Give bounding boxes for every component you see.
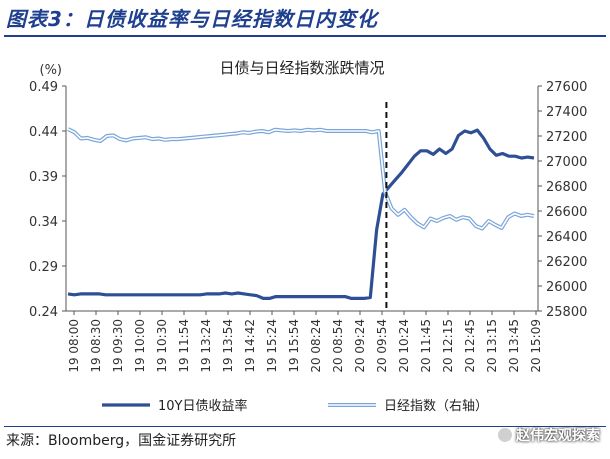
x-tick-label: 20 09:54 — [375, 319, 389, 373]
y-left-tick-label: 0.49 — [29, 80, 58, 95]
y-left-tick-label: 0.34 — [29, 215, 58, 230]
x-tick-label: 20 15:09 — [529, 319, 543, 373]
x-tick-label: 20 08:24 — [309, 319, 323, 373]
x-tick-label: 19 15:54 — [287, 319, 301, 373]
y-right-tick-label: 25800 — [546, 305, 587, 320]
x-tick-label: 19 10:00 — [133, 319, 147, 373]
x-tick-label: 20 12:15 — [441, 319, 455, 373]
x-tick-label: 20 13:15 — [485, 319, 499, 373]
x-tick-label: 19 08:00 — [67, 319, 81, 373]
y-right-tick-label: 27200 — [546, 130, 587, 145]
x-tick-label: 20 09:24 — [353, 319, 367, 373]
x-tick-label: 19 09:30 — [111, 319, 125, 373]
y-right-tick-label: 26000 — [546, 280, 587, 295]
series-line-jgb — [67, 128, 535, 300]
x-tick-label: 19 15:24 — [265, 319, 279, 373]
x-tick-label: 20 10:24 — [397, 319, 411, 373]
x-tick-label: 20 11:45 — [419, 319, 433, 373]
watermark: 赵伟宏观探索 — [498, 425, 600, 445]
legend-label: 日经指数（右轴） — [384, 399, 488, 414]
x-tick-label: 20 08:54 — [331, 319, 345, 373]
y-left-tick-label: 0.39 — [29, 170, 58, 185]
y-left-tick-label: 0.29 — [29, 260, 58, 275]
series-line-nikkei-outer — [67, 127, 535, 231]
y-right-tick-label: 27600 — [546, 80, 587, 95]
x-tick-label: 20 12:45 — [463, 319, 477, 373]
y-left-tick-label: 0.24 — [29, 305, 58, 320]
legend-label: 10Y日债收益率 — [158, 398, 247, 414]
x-tick-label: 19 11:54 — [177, 319, 191, 373]
y-left-tick-label: 0.44 — [29, 125, 58, 140]
y-right-tick-label: 27400 — [546, 105, 587, 120]
x-tick-label: 19 14:42 — [243, 319, 257, 373]
y-right-tick-label: 27000 — [546, 155, 587, 170]
series-line-nikkei-inner — [67, 128, 535, 230]
y-right-tick-label: 26600 — [546, 205, 587, 220]
source-text: 来源：Bloomberg，国金证券研究所 — [6, 433, 237, 449]
watermark-text: 赵伟宏观探索 — [516, 428, 600, 444]
figure-title: 图表3：日债收益率与日经指数日内变化 — [6, 7, 378, 31]
x-tick-label: 19 13:24 — [199, 319, 213, 373]
x-tick-label: 20 13:45 — [507, 319, 521, 373]
x-tick-label: 19 13:54 — [221, 319, 235, 373]
x-tick-label: 19 10:30 — [155, 319, 169, 373]
y-right-tick-label: 26200 — [546, 255, 587, 270]
y-left-unit-label: (%) — [40, 63, 63, 78]
source-rule — [4, 426, 606, 427]
y-right-tick-label: 26800 — [546, 180, 587, 195]
x-tick-label: 19 08:30 — [89, 319, 103, 373]
wechat-icon — [498, 428, 512, 442]
title-rule — [4, 35, 606, 37]
chart-title: 日债与日经指数涨跌情况 — [219, 59, 384, 77]
y-right-tick-label: 26400 — [546, 230, 587, 245]
